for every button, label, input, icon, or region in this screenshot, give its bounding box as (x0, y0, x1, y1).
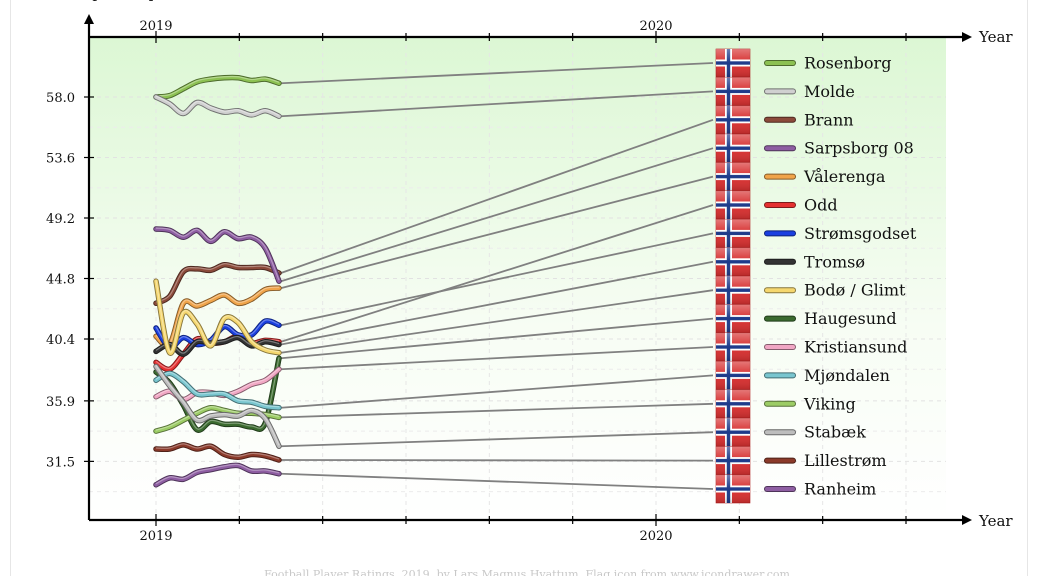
legend-label: Kristiansund (804, 338, 907, 357)
connector-line (280, 62, 714, 85)
connector-line (280, 147, 714, 283)
legend-label: Bodø / Glimt (804, 281, 906, 300)
series-line (154, 227, 281, 284)
series-line-highlight (155, 227, 280, 281)
series-brann (153, 261, 282, 306)
series-line-highlight (155, 75, 280, 97)
norway-flag-icon (715, 389, 751, 419)
series-ranheim (153, 462, 282, 488)
series-line-highlight (155, 463, 280, 485)
series-line (154, 364, 281, 449)
bottom-x-axis-arrow (962, 515, 972, 525)
y-tick-label: 40.4 (46, 333, 75, 348)
connector-line (280, 175, 714, 289)
legend-label: Haugesund (804, 309, 897, 328)
norway-flag-icon (715, 133, 751, 163)
top-x-axis-arrow (962, 32, 972, 42)
series-line (154, 443, 281, 462)
series-line (154, 95, 281, 119)
y-tick-label: 35.9 (46, 395, 75, 410)
series-line-highlight (155, 335, 280, 354)
norway-flag-icon (715, 247, 751, 277)
series-line-highlight (155, 365, 280, 446)
top-x-axis-label: Year (978, 28, 1013, 46)
bottom-x-axis-label: Year (978, 512, 1013, 530)
norway-flag-icon (715, 332, 751, 362)
bottom-x-tick-label: 2020 (639, 529, 672, 544)
y-axis-arrow (84, 14, 94, 24)
norway-flag-icon (715, 417, 751, 447)
top-x-tick-label: 2020 (639, 19, 672, 34)
legend-label: Brann (804, 110, 854, 129)
norway-flag-icon (715, 446, 751, 475)
legend-label: Lillestrøm (804, 451, 887, 470)
legend-label: Rosenborg (804, 54, 891, 73)
connector-line (280, 232, 714, 327)
norway-flag-icon (715, 304, 751, 333)
norway-flag-icon (715, 190, 751, 220)
y-tick-label: 44.8 (46, 273, 75, 288)
series-bodø-glimt (153, 278, 282, 356)
connector-line (280, 204, 714, 343)
norway-flag-icon (715, 474, 751, 504)
series-sarpsborg-08 (153, 226, 282, 284)
connector-line (280, 260, 714, 346)
norway-flag-icon (715, 275, 751, 305)
top-x-tick-label: 2019 (139, 19, 172, 34)
footer-credit: Football Player Ratings, 2019, by Lars M… (264, 568, 790, 576)
series-line (154, 463, 281, 487)
series-mjøndalen (153, 370, 282, 411)
y-tick-label: 58.0 (46, 91, 75, 106)
norway-flag-icon (715, 105, 751, 135)
series-line-highlight (155, 280, 280, 353)
series-line (154, 286, 281, 348)
connector-line (280, 402, 714, 419)
legend-label: Stabæk (804, 423, 866, 442)
expected-points-chart: Expected points Year Year 2019 2019 2020 2020 5… (46, 0, 1013, 576)
connector-line (280, 346, 714, 371)
series-line-highlight (155, 371, 280, 408)
connector-line (280, 289, 714, 354)
series-stabæk (153, 363, 282, 449)
series-molde (153, 94, 282, 119)
series-rosenborg (153, 74, 282, 100)
connector-line (280, 374, 714, 409)
series-lillestrøm (153, 442, 282, 463)
bottom-x-tick-label: 2019 (139, 529, 172, 544)
legend-label: Sarpsborg 08 (804, 139, 914, 158)
connector-line (280, 472, 714, 490)
norway-flag-icon (715, 219, 751, 248)
legend-label: Mjøndalen (804, 366, 890, 385)
series-line (154, 262, 281, 306)
legend-label: Tromsø (804, 252, 865, 271)
series-line (154, 371, 281, 410)
norway-flag-icon (715, 77, 751, 106)
y-tick-label: 49.2 (46, 212, 75, 227)
legend-label: Vålerenga (803, 167, 886, 186)
chart-frame: Expected points Year Year 2019 2019 2020 2020 5… (10, 0, 1028, 576)
legend-label: Molde (804, 82, 855, 101)
norway-flag-icon (715, 361, 751, 390)
series-line-highlight (155, 443, 280, 460)
series-line-highlight (155, 263, 280, 303)
norway-flag-icon (715, 162, 751, 191)
norway-flag-icon (715, 48, 751, 78)
connector-line (280, 459, 714, 462)
y-tick-label: 31.5 (46, 455, 75, 470)
series-vålerenga (153, 285, 282, 349)
connector-line (280, 118, 714, 274)
legend-label: Strømsgodset (804, 224, 917, 243)
series-line (154, 75, 281, 99)
y-tick-label: 53.6 (46, 152, 75, 167)
series-line-highlight (155, 95, 280, 116)
legend-label: Odd (804, 196, 838, 215)
connector-line (280, 317, 714, 360)
legend-label: Viking (803, 394, 856, 413)
connector-line (280, 431, 714, 448)
y-axis-label: Expected points (73, 0, 195, 2)
legend-label: Ranheim (804, 480, 876, 499)
series-line-highlight (155, 286, 280, 346)
connector-line (280, 90, 714, 118)
series-line (154, 279, 281, 355)
